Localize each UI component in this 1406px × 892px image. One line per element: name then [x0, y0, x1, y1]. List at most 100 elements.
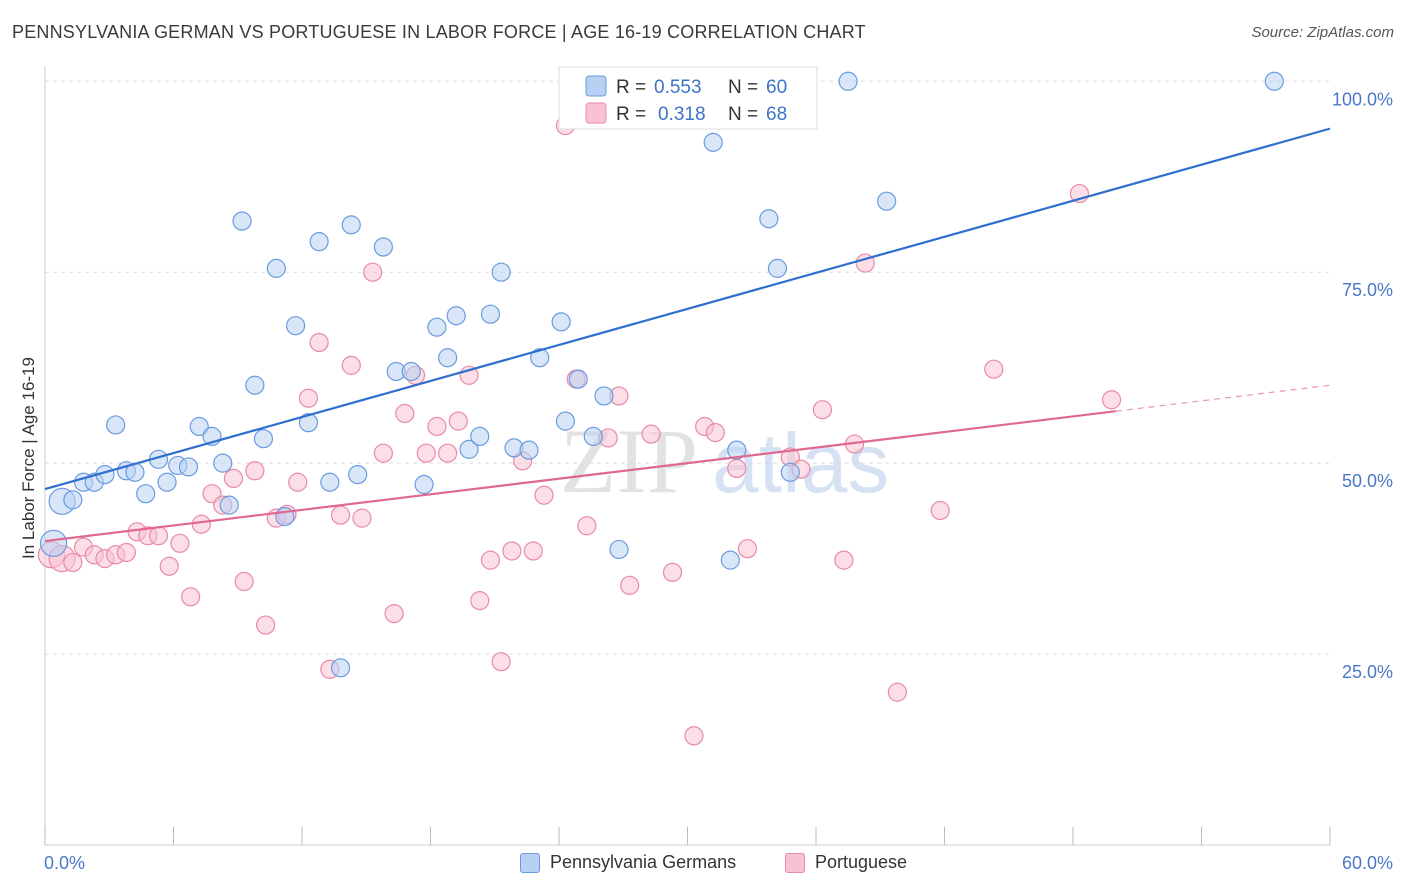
portuguese-point: [577, 516, 597, 536]
portuguese-point: [395, 403, 415, 424]
pennsylvania-germans-point: [285, 316, 306, 336]
pennsylvania-germans-point: [373, 237, 393, 257]
y-tick-label: 100.0%: [1332, 89, 1393, 109]
legend-r-label: R =: [616, 77, 646, 98]
legend-label-pennsylvania-germans: Pennsylvania Germans: [550, 852, 737, 872]
legend-box: R = 0.553 N = 60 R = 0.318 N = 68: [558, 66, 818, 130]
portuguese-point: [288, 472, 308, 492]
portuguese-point: [223, 468, 244, 489]
pennsylvania-germans-point: [767, 258, 788, 278]
portuguese-point: [181, 587, 201, 607]
portuguese-point: [245, 461, 265, 481]
pennsylvania-germans-point: [583, 426, 603, 447]
pennsylvania-germans-point: [63, 490, 83, 510]
legend-item-portuguese: Portuguese: [785, 852, 907, 873]
portuguese-point: [341, 355, 361, 375]
pennsylvania-germans-point: [320, 472, 340, 492]
grid-lines: [45, 80, 1330, 655]
legend-swatch-portuguese: [785, 852, 805, 873]
legend-n-value: 60: [766, 77, 787, 98]
pennsylvania-germans-point: [568, 369, 588, 389]
legend-item-pennsylvania-germans: Pennsylvania Germans: [520, 852, 736, 873]
pennsylvania-germans-point: [446, 306, 466, 326]
watermark: ZIP atlas: [560, 410, 889, 512]
pennsylvania-germans-point: [309, 232, 329, 252]
portuguese-point: [170, 533, 190, 553]
trend-lines: [44, 127, 1331, 543]
pennsylvania-germans-point: [341, 215, 361, 235]
pennsylvania-germans-point: [245, 375, 265, 395]
pennsylvania-germans-point: [157, 472, 177, 492]
pennsylvania-germans-point: [838, 71, 858, 91]
portuguese-point: [191, 514, 211, 534]
y-tick-label: 25.0%: [1342, 662, 1393, 682]
trend-line-portuguese: [44, 410, 1116, 543]
portuguese-point: [523, 541, 543, 561]
portuguese-point: [641, 424, 661, 444]
pennsylvania-germans-point: [401, 361, 421, 382]
portuguese-point: [159, 556, 179, 576]
y-tick-label: 50.0%: [1342, 471, 1393, 491]
pennsylvania-germans-point: [459, 439, 479, 459]
portuguese-point: [234, 571, 254, 592]
y-tick-label: 75.0%: [1342, 280, 1393, 300]
portuguese-point: [416, 443, 436, 463]
portuguese-point: [834, 550, 854, 570]
series-legend: Pennsylvania Germans Portuguese: [0, 852, 1406, 878]
portuguese-point: [298, 388, 319, 408]
axes: 25.0% 50.0% 75.0% 100.0%: [44, 66, 1393, 846]
portuguese-point: [309, 332, 329, 353]
portuguese-point: [363, 262, 383, 282]
portuguese-point: [620, 575, 640, 595]
pennsylvania-germans-point: [491, 262, 511, 282]
portuguese-point: [116, 542, 136, 563]
pennsylvania-germans-point: [703, 132, 723, 152]
portuguese-point: [352, 508, 372, 528]
pennsylvania-germans-point: [106, 415, 126, 435]
portuguese-point: [684, 726, 704, 746]
source-label: Source: ZipAtlas.com: [1251, 24, 1394, 41]
pennsylvania-germans-point: [470, 426, 490, 447]
legend-swatch-pennsylvania-germans: [520, 852, 540, 873]
pennsylvania-germans-point: [519, 440, 539, 460]
pennsylvania-germans-point: [555, 411, 576, 431]
portuguese-point: [255, 615, 276, 635]
portuguese-point: [812, 400, 833, 420]
portuguese-point: [737, 539, 758, 559]
pennsylvania-germans-point: [232, 211, 252, 231]
portuguese-point: [148, 526, 169, 546]
pennsylvania-germans-point: [427, 317, 447, 337]
pennsylvania-germans-point: [480, 304, 501, 324]
portuguese-point: [373, 443, 393, 463]
pennsylvania-germans-point: [780, 462, 800, 482]
portuguese-point: [984, 359, 1004, 379]
pennsylvania-germans-point: [178, 457, 199, 477]
portuguese-point: [662, 562, 683, 582]
pennsylvania-germans-point: [348, 464, 368, 485]
legend-r-value: 0.318: [658, 104, 706, 125]
pennsylvania-germans-points: [39, 71, 1284, 678]
pennsylvania-germans-point: [253, 429, 274, 449]
pennsylvania-germans-point: [727, 440, 747, 460]
legend-n-value: 68: [766, 104, 787, 125]
pennsylvania-germans-point: [530, 348, 550, 368]
portuguese-point: [384, 603, 404, 624]
portuguese-point: [502, 541, 522, 561]
portuguese-point: [705, 422, 725, 443]
y-axis-label: In Labor Force | Age 16-19: [19, 357, 38, 559]
trend-line-portuguese-extension: [1115, 384, 1331, 412]
watermark-zip: ZIP: [560, 410, 698, 512]
legend-r-label: R =: [616, 104, 646, 125]
portuguese-point: [330, 505, 351, 525]
pennsylvania-germans-point: [759, 209, 779, 229]
pennsylvania-germans-point: [330, 658, 351, 678]
pennsylvania-germans-point: [720, 550, 740, 570]
legend-swatch-pink: [585, 102, 607, 124]
legend-swatch-blue: [585, 75, 607, 97]
chart-title: PENNSYLVANIA GERMAN VS PORTUGUESE IN LAB…: [12, 22, 866, 42]
portuguese-point: [438, 443, 458, 463]
portuguese-point: [930, 500, 950, 521]
x-tick-label-min: 0.0%: [44, 853, 85, 873]
pennsylvania-germans-point: [266, 258, 286, 278]
